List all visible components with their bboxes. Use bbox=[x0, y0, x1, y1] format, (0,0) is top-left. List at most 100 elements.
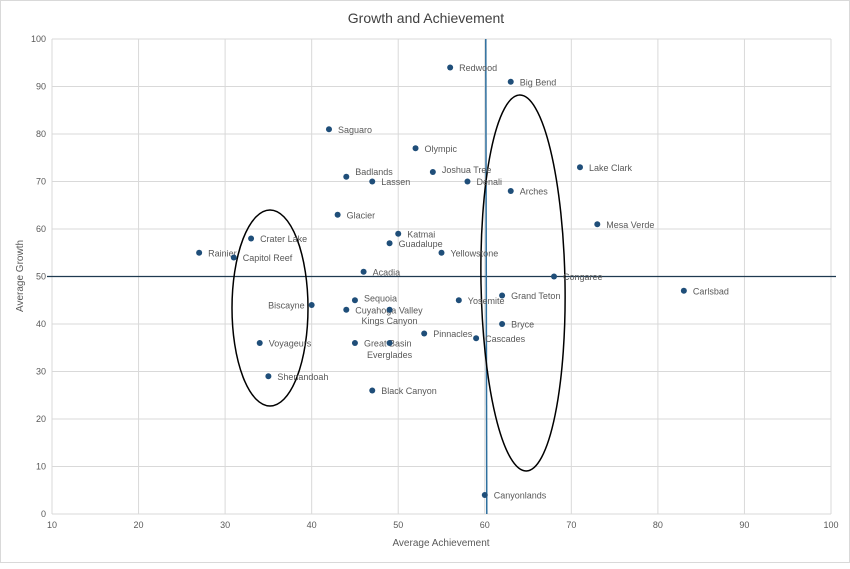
y-tick-label: 0 bbox=[41, 509, 46, 519]
point-marker bbox=[386, 306, 393, 313]
point-marker bbox=[421, 330, 428, 337]
point-marker bbox=[343, 306, 350, 313]
point-label: Yosemite bbox=[468, 296, 505, 306]
data-point: Bryce bbox=[499, 320, 534, 330]
point-marker bbox=[360, 268, 367, 275]
x-tick-label: 80 bbox=[653, 520, 663, 530]
point-marker bbox=[680, 287, 687, 294]
y-tick-label: 70 bbox=[36, 177, 46, 187]
y-axis-label: Average Growth bbox=[15, 240, 26, 312]
point-marker bbox=[481, 492, 488, 498]
y-tick-label: 60 bbox=[36, 224, 46, 234]
point-marker bbox=[265, 373, 272, 380]
point-marker bbox=[308, 302, 315, 308]
x-tick-label: 70 bbox=[566, 520, 576, 530]
data-point: Biscayne bbox=[268, 301, 315, 311]
point-label: Everglades bbox=[367, 350, 413, 360]
x-tick-label: 50 bbox=[393, 520, 403, 530]
point-marker bbox=[395, 230, 402, 237]
data-point: Kings Canyon bbox=[362, 306, 418, 326]
data-point: Denali bbox=[464, 177, 502, 187]
point-marker bbox=[334, 211, 341, 218]
point-marker bbox=[196, 249, 203, 256]
point-label: Lassen bbox=[381, 177, 410, 187]
point-label: Congaree bbox=[563, 272, 603, 282]
data-point: Joshua Tree bbox=[429, 165, 491, 175]
point-marker bbox=[230, 254, 237, 261]
x-tick-label: 40 bbox=[307, 520, 317, 530]
x-tick-label: 10 bbox=[47, 520, 57, 530]
point-label: Acadia bbox=[373, 267, 401, 277]
x-axis-label: Average Achievement bbox=[392, 538, 489, 549]
data-point: Rainier bbox=[196, 248, 237, 258]
point-label: Kings Canyon bbox=[362, 316, 418, 326]
data-point: Crater Lake bbox=[248, 234, 307, 244]
point-marker bbox=[594, 221, 601, 228]
point-label: Rainier bbox=[208, 248, 237, 258]
data-point: Katmai bbox=[395, 229, 435, 239]
point-marker bbox=[473, 335, 480, 342]
point-label: Grand Teton bbox=[511, 291, 560, 301]
point-label: Saguaro bbox=[338, 125, 372, 135]
y-tick-label: 90 bbox=[36, 82, 46, 92]
point-marker bbox=[447, 64, 454, 71]
point-label: Carlsbad bbox=[693, 286, 729, 296]
point-label: Denali bbox=[476, 177, 502, 187]
x-tick-label: 100 bbox=[823, 520, 838, 530]
vertical-reference-line bbox=[485, 38, 488, 515]
point-label: Capitol Reef bbox=[243, 253, 293, 263]
point-marker bbox=[455, 297, 462, 304]
point-label: Katmai bbox=[407, 229, 435, 239]
data-point: Lassen bbox=[369, 177, 410, 187]
point-marker bbox=[248, 235, 255, 242]
data-point: Yosemite bbox=[455, 296, 505, 306]
x-tick-label: 20 bbox=[134, 520, 144, 530]
point-marker bbox=[499, 321, 506, 327]
point-marker bbox=[499, 292, 506, 299]
y-tick-label: 20 bbox=[36, 414, 46, 424]
point-marker bbox=[429, 169, 436, 175]
x-tick-label: 60 bbox=[480, 520, 490, 530]
data-point: Grand Teton bbox=[499, 291, 560, 301]
point-marker bbox=[507, 78, 514, 85]
point-label: Olympic bbox=[425, 144, 458, 154]
data-point: Cascades bbox=[473, 334, 526, 344]
y-tick-label: 50 bbox=[36, 272, 46, 282]
data-point: Glacier bbox=[334, 210, 376, 220]
right-cluster-ellipse bbox=[480, 94, 566, 472]
point-label: Bryce bbox=[511, 320, 534, 330]
data-point: Shenandoah bbox=[265, 372, 328, 382]
point-label: Guadalupe bbox=[399, 239, 443, 249]
point-marker bbox=[256, 340, 263, 346]
point-marker bbox=[412, 145, 419, 152]
point-label: Yellowstone bbox=[451, 248, 499, 258]
point-marker bbox=[351, 340, 358, 346]
point-label: Redwood bbox=[459, 63, 497, 73]
x-tick-label: 30 bbox=[220, 520, 230, 530]
data-point: Voyageurs bbox=[256, 339, 312, 349]
point-marker bbox=[386, 340, 393, 346]
point-marker bbox=[351, 297, 358, 304]
point-marker bbox=[438, 249, 445, 256]
data-point: Arches bbox=[507, 187, 549, 197]
data-point: Black Canyon bbox=[369, 386, 437, 396]
chart-title: Growth and Achievement bbox=[348, 10, 505, 26]
data-point: Yellowstone bbox=[438, 248, 499, 258]
point-label: Canyonlands bbox=[494, 491, 547, 501]
left-cluster-ellipse bbox=[231, 209, 309, 407]
data-point: Lake Clark bbox=[576, 163, 633, 173]
data-point: Pinnacles bbox=[421, 329, 473, 339]
data-point: Guadalupe bbox=[386, 239, 443, 249]
point-label: Big Bend bbox=[520, 77, 557, 87]
point-marker bbox=[369, 387, 376, 394]
point-label: Glacier bbox=[347, 210, 376, 220]
point-label: Cascades bbox=[485, 334, 526, 344]
point-marker bbox=[507, 188, 514, 194]
point-marker bbox=[386, 240, 393, 247]
point-label: Voyageurs bbox=[269, 339, 312, 349]
point-label: Black Canyon bbox=[381, 386, 437, 396]
point-marker bbox=[551, 273, 558, 280]
point-label: Lake Clark bbox=[589, 163, 633, 173]
point-label: Arches bbox=[520, 187, 549, 197]
